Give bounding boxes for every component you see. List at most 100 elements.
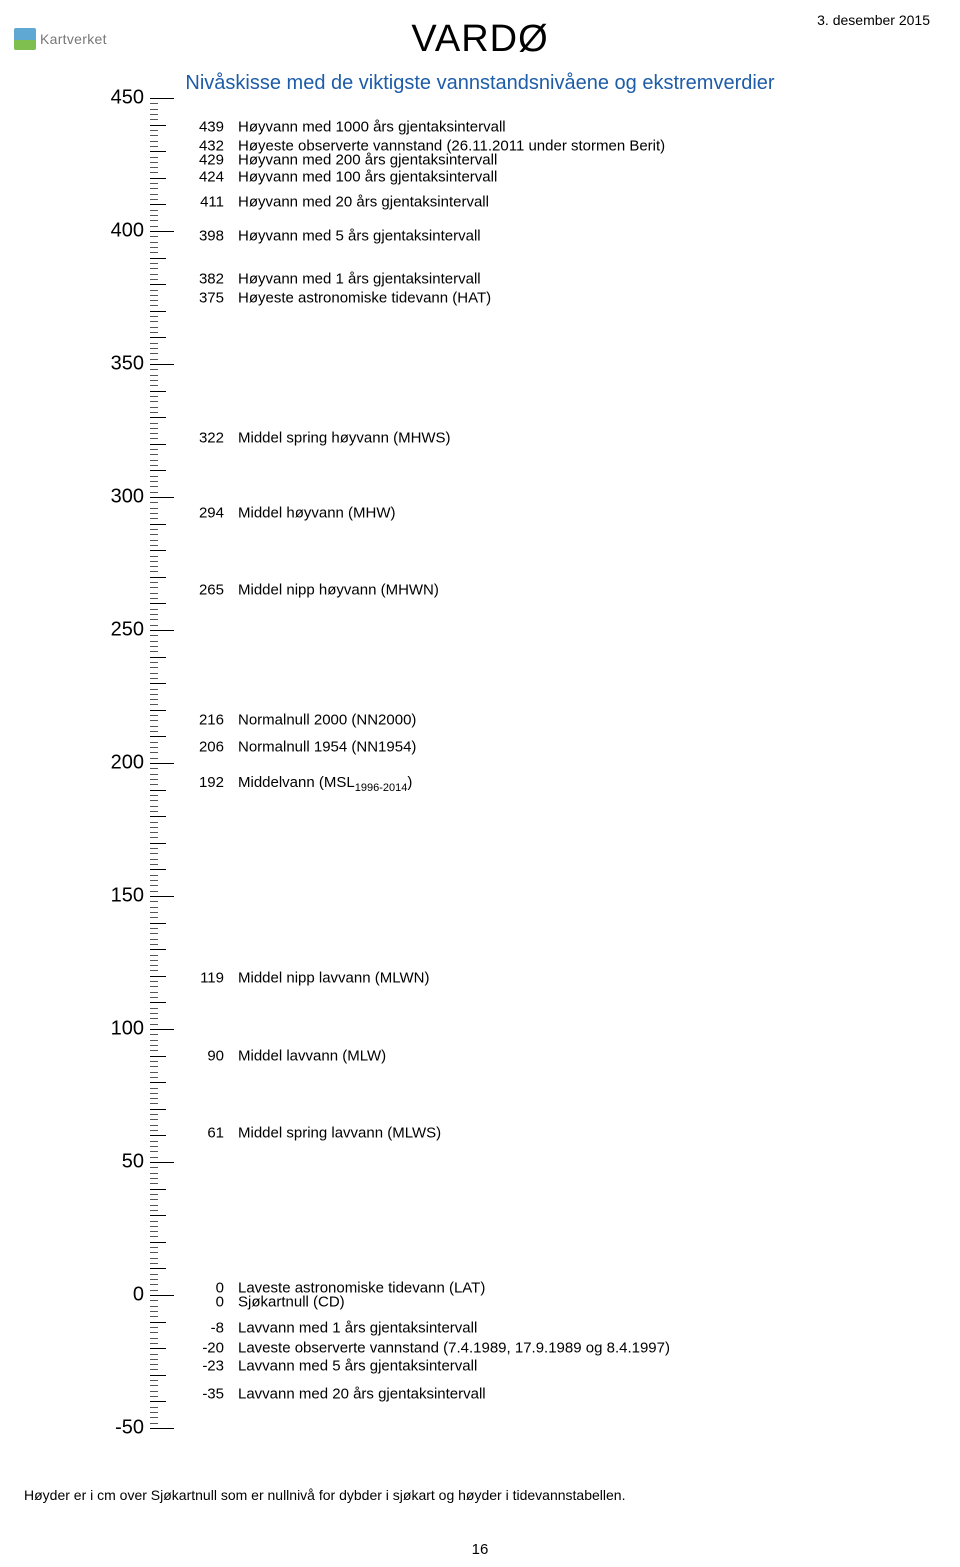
water-level-label: Middel spring lavvann (MLWS): [238, 1124, 441, 1141]
page-number: 16: [0, 1541, 960, 1558]
scale-tick-minor: [150, 641, 158, 642]
scale-tick-minor: [150, 130, 158, 131]
scale-tick-minor: [150, 465, 158, 466]
scale-tick-minor: [150, 321, 158, 322]
scale-tick-minor: [150, 614, 158, 615]
scale-tick-minor: [150, 1050, 158, 1051]
scale-tick-medium: [150, 1082, 166, 1083]
scale-tick-medium: [150, 391, 166, 392]
scale-tick-minor: [150, 438, 158, 439]
scale-tick-minor: [150, 407, 158, 408]
scale-tick-minor: [150, 1210, 158, 1211]
scale-tick-minor: [150, 1343, 158, 1344]
scale-tick-minor: [150, 369, 158, 370]
water-level-label: Høyvann med 1000 års gjentaksintervall: [238, 119, 506, 136]
scale-tick-minor: [150, 1178, 158, 1179]
water-level-entry: 192Middelvann (MSL1996-2014): [190, 774, 920, 794]
scale-tick-minor: [150, 1412, 158, 1413]
scale-tick-minor: [150, 1327, 158, 1328]
scale-tick-medium: [150, 524, 166, 525]
scale-tick-minor: [150, 598, 158, 599]
scale-tick-minor: [150, 268, 158, 269]
water-level-label: Høyvann med 20 års gjentaksintervall: [238, 193, 489, 210]
scale-tick-minor: [150, 1221, 158, 1222]
scale-tick-minor: [150, 1391, 158, 1392]
scale-tick-minor: [150, 220, 158, 221]
scale-tick-minor: [150, 375, 158, 376]
scale-tick-minor: [150, 795, 158, 796]
scale-tick-minor: [150, 1167, 158, 1168]
scale-tick-minor: [150, 1066, 158, 1067]
scale-tick-medium: [150, 550, 166, 551]
scale-tick-minor: [150, 481, 158, 482]
scale-tick-medium: [150, 1268, 166, 1269]
water-level-label: Normalnull 1954 (NN1954): [238, 739, 416, 756]
scale-tick-minor: [150, 236, 158, 237]
scale-tick-minor: [150, 449, 158, 450]
water-level-value: 294: [190, 504, 224, 521]
scale-tick-minor: [150, 502, 158, 503]
scale-tick-minor: [150, 162, 158, 163]
water-level-entry: -8 Lavvann med 1 års gjentaksintervall: [190, 1320, 920, 1337]
scale-tick-minor: [150, 316, 158, 317]
scale-tick-minor: [150, 1423, 158, 1424]
scale-tick-minor: [150, 1252, 158, 1253]
scale-tick-minor: [150, 742, 158, 743]
scale-tick-minor: [150, 1205, 158, 1206]
water-level-entry: -35Lavvann med 20 års gjentaksintervall: [190, 1386, 920, 1403]
scale-tick-minor: [150, 566, 158, 567]
scale-tick-minor: [150, 986, 158, 987]
scale-tick-minor: [150, 401, 158, 402]
scale-tick-medium: [150, 1401, 166, 1402]
scale-tick-medium: [150, 710, 166, 711]
water-level-value: -8: [190, 1320, 224, 1337]
scale-tick-minor: [150, 1157, 158, 1158]
scale-tick-minor: [150, 1338, 158, 1339]
water-level-value: 119: [190, 970, 224, 987]
scale-tick-minor: [150, 1274, 158, 1275]
scale-tick-minor: [150, 571, 158, 572]
scale-tick-major: [150, 1428, 174, 1429]
water-level-label: Middelvann (MSL1996-2014): [238, 774, 412, 794]
scale-tick-minor: [150, 635, 158, 636]
scale-tick-minor: [150, 965, 158, 966]
scale-tick-minor: [150, 109, 158, 110]
scale-tick-minor: [150, 1199, 158, 1200]
scale-tick-minor: [150, 295, 158, 296]
scale-tick-minor: [150, 1098, 158, 1099]
scale-tick-minor: [150, 1369, 158, 1370]
scale-tick-label: 100: [90, 1018, 144, 1041]
scale-tick-major: [150, 98, 174, 99]
scale-tick-minor: [150, 1024, 158, 1025]
scale-tick-minor: [150, 625, 158, 626]
scale-tick-label: 250: [90, 619, 144, 642]
scale-tick-major: [150, 231, 174, 232]
scale-tick-minor: [150, 529, 158, 530]
scale-tick-minor: [150, 423, 158, 424]
scale-tick-minor: [150, 157, 158, 158]
scale-tick-minor: [150, 1194, 158, 1195]
scale-tick-minor: [150, 859, 158, 860]
scale-tick-major: [150, 364, 174, 365]
scale-tick-minor: [150, 992, 158, 993]
water-level-entry: 375Høyeste astronomiske tidevann (HAT): [190, 289, 920, 306]
scale-tick-medium: [150, 790, 166, 791]
scale-tick-minor: [150, 1236, 158, 1237]
scale-tick-medium: [150, 949, 166, 950]
scale-tick-minor: [150, 694, 158, 695]
scale-tick-minor: [150, 689, 158, 690]
scale-tick-minor: [150, 1130, 158, 1131]
scale-tick-minor: [150, 556, 158, 557]
scale-tick-minor: [150, 305, 158, 306]
water-level-entry: 206 Normalnull 1954 (NN1954): [190, 739, 920, 756]
scale-tick-minor: [150, 997, 158, 998]
water-level-value: 206: [190, 739, 224, 756]
scale-tick-minor: [150, 1045, 158, 1046]
water-level-label: Lavvann med 1 års gjentaksintervall: [238, 1320, 477, 1337]
scale-tick-medium: [150, 736, 166, 737]
water-level-value: 0: [190, 1294, 224, 1311]
scale-tick-medium: [150, 923, 166, 924]
scale-tick-minor: [150, 970, 158, 971]
scale-tick-minor: [150, 380, 158, 381]
scale-tick-minor: [150, 146, 158, 147]
